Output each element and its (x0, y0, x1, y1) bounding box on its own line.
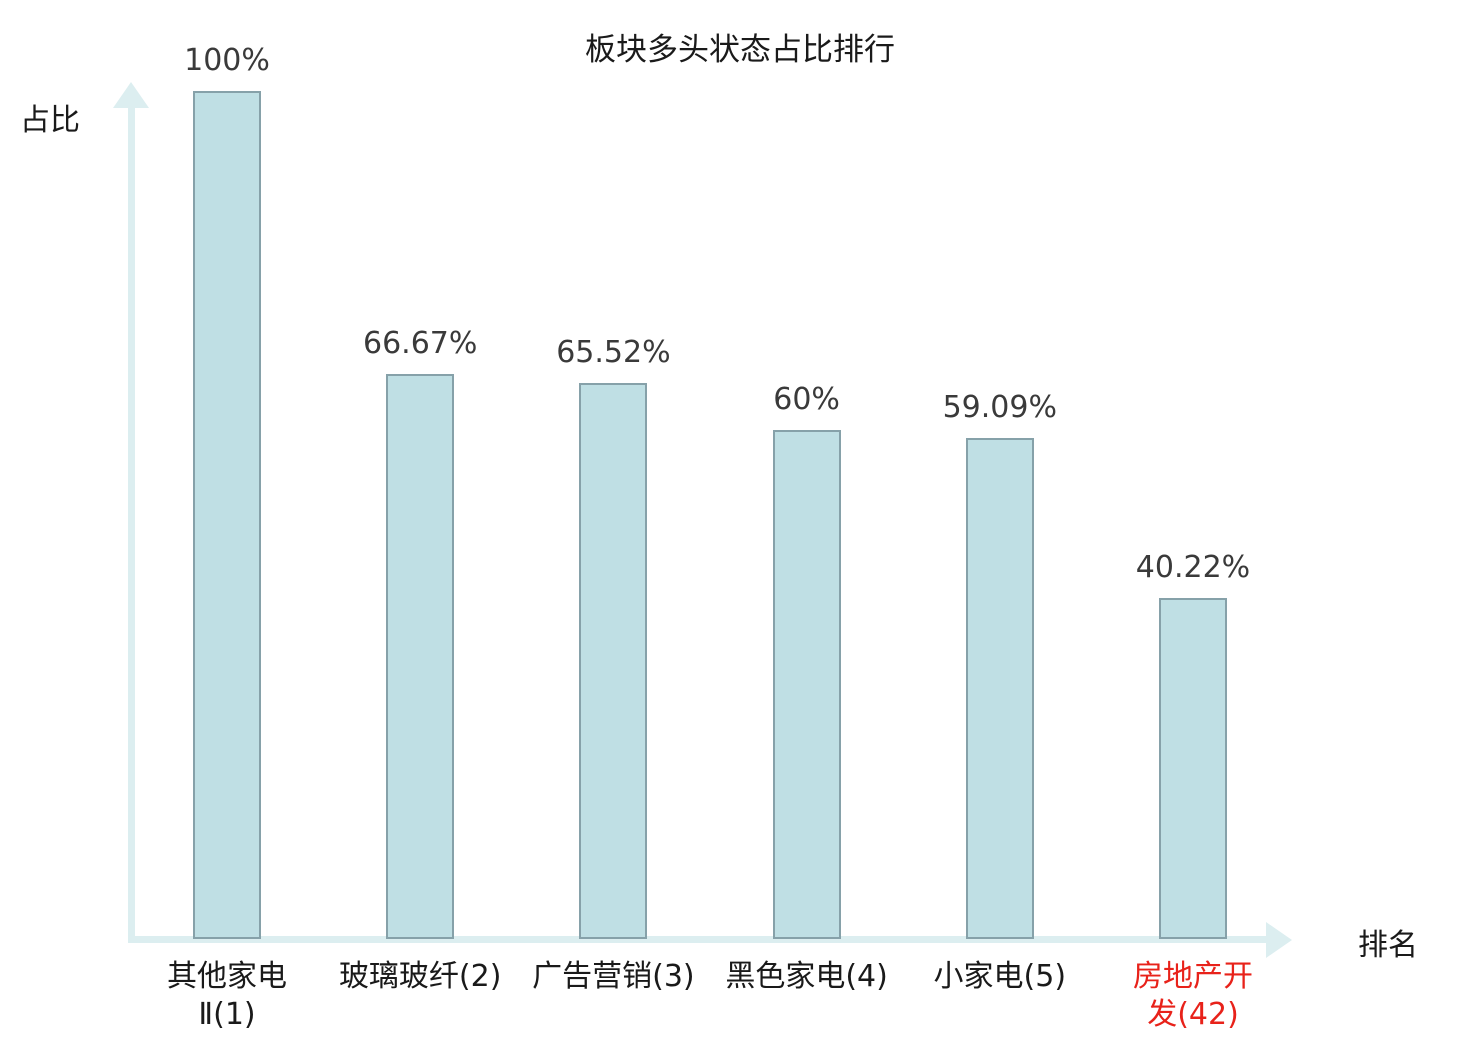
bar-category-label: 玻璃玻纤(2) (310, 958, 530, 996)
bar (772, 430, 841, 939)
x-axis-line (128, 936, 1268, 943)
y-axis-label: 占比 (20, 103, 80, 138)
bar-value-label: 65.52% (556, 335, 671, 370)
bar-category-label-line: 房地产开 (1133, 959, 1253, 994)
bar (1159, 598, 1227, 939)
bar-category-label-line: 发(42) (1147, 997, 1239, 1032)
bar-category-label-line: 黑色家电(4) (725, 959, 888, 994)
bar-value-label: 59.09% (942, 390, 1057, 425)
bar-category-label: 广告营销(3) (503, 958, 723, 996)
bar (579, 383, 648, 939)
y-axis-line (128, 98, 135, 941)
bar-category-label: 其他家电 Ⅱ(1) (117, 958, 337, 1034)
bar-category-label-line: 其他家电 (167, 959, 287, 994)
bar-category-label: 房地产开 发(42) (1083, 958, 1303, 1034)
bar-category-label: 黑色家电(4) (697, 958, 917, 996)
bar (386, 374, 455, 939)
bar-category-label-line: 广告营销(3) (532, 959, 695, 994)
x-axis-arrow-right-icon (1266, 922, 1292, 958)
bar-category-label-line: Ⅱ(1) (198, 997, 256, 1032)
bar-category-label-line: 小家电(5) (933, 959, 1067, 994)
bar (193, 91, 261, 939)
bar-value-label: 100% (184, 43, 270, 78)
bar-category-label: 小家电(5) (890, 958, 1110, 996)
bar-value-label: 66.67% (362, 326, 478, 361)
y-axis-arrow-up-icon (113, 82, 149, 108)
x-axis-label: 排名 (1358, 928, 1418, 963)
bar-value-label: 40.22% (1135, 550, 1251, 585)
bar-category-label-line: 玻璃玻纤(2) (338, 959, 502, 994)
chart-title: 板块多头状态占比排行 (585, 32, 895, 68)
bar (965, 438, 1034, 939)
bar-value-label: 60% (773, 382, 840, 417)
